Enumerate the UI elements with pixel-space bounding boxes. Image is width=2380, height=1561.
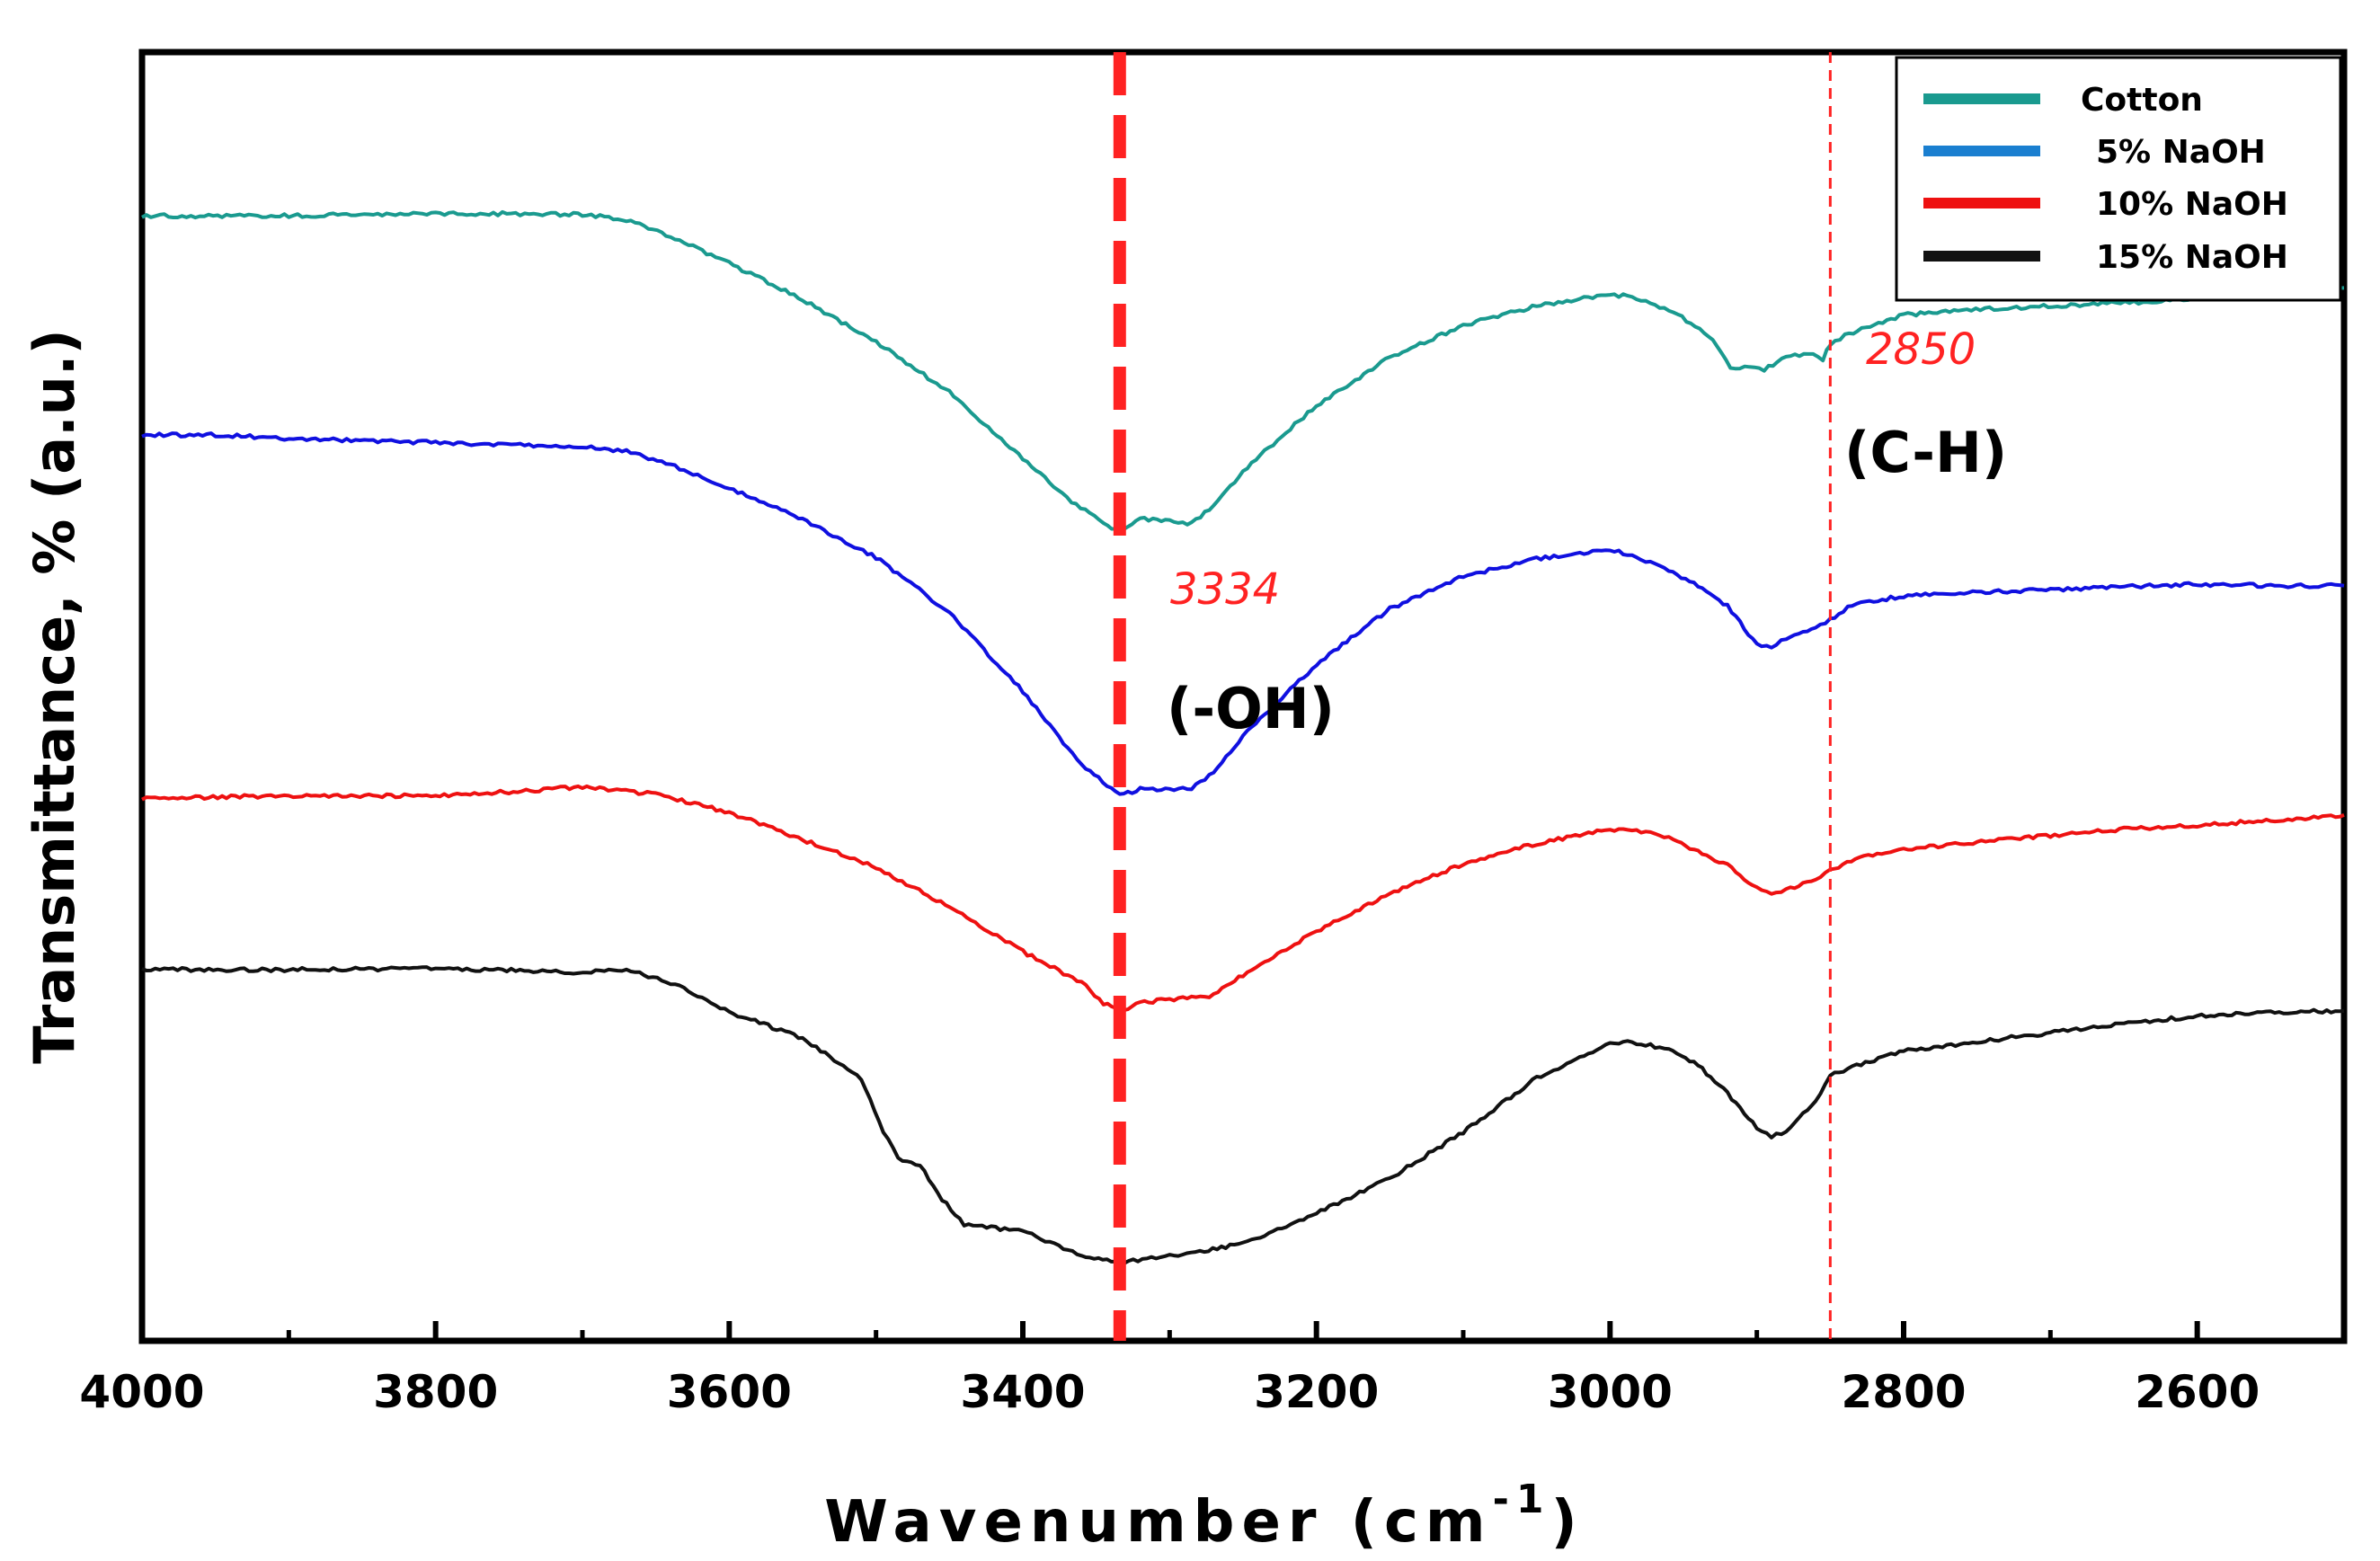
series-layer [141, 209, 2345, 1265]
legend-label-5pct: 5% NaOH [2096, 134, 2266, 171]
x-axis-title-main: Wavenumber (cm [824, 1489, 1492, 1556]
x-axis-title-close: ) [1551, 1489, 1585, 1556]
x-tick-label: 3000 [1548, 1366, 1673, 1418]
x-tick-label: 3200 [1254, 1366, 1379, 1418]
x-tick-label: 2600 [2135, 1366, 2260, 1418]
series-line-5-naoh [141, 431, 2345, 796]
peak-label-3334: 3334 [1170, 564, 1280, 615]
x-axis-title: Wavenumber (cm-1) [824, 1477, 1585, 1556]
legend-label-15pct: 15% NaOH [2096, 239, 2288, 276]
plot-frame [138, 49, 2348, 1344]
series-line-15-naoh [141, 965, 2345, 1265]
band-label-oh: (-OH) [1167, 676, 1335, 741]
x-axis-ticks: 4000 3800 3600 3400 3200 3000 2800 2600 [79, 1321, 2260, 1418]
reference-lines [1113, 52, 1832, 1341]
x-tick-label: 4000 [79, 1366, 204, 1418]
legend: Cotton 5% NaOH 10% NaOH 15% NaOH [1895, 56, 2342, 302]
peak-label-2850: 2850 [1866, 324, 1976, 375]
x-tick-label: 3800 [373, 1366, 498, 1418]
series-line-cotton [141, 209, 2345, 534]
legend-label-cotton: Cotton [2081, 82, 2203, 119]
x-tick-label: 2800 [1841, 1366, 1966, 1418]
series-line-10-naoh [141, 784, 2345, 1014]
x-tick-label: 3600 [667, 1366, 792, 1418]
x-axis-title-superscript: -1 [1493, 1477, 1551, 1522]
band-label-ch: (C-H) [1844, 420, 2007, 485]
legend-label-10pct: 10% NaOH [2096, 186, 2288, 223]
x-tick-label: 3400 [960, 1366, 1085, 1418]
y-axis-title: Transmittance, % (a.u.) [22, 329, 87, 1063]
